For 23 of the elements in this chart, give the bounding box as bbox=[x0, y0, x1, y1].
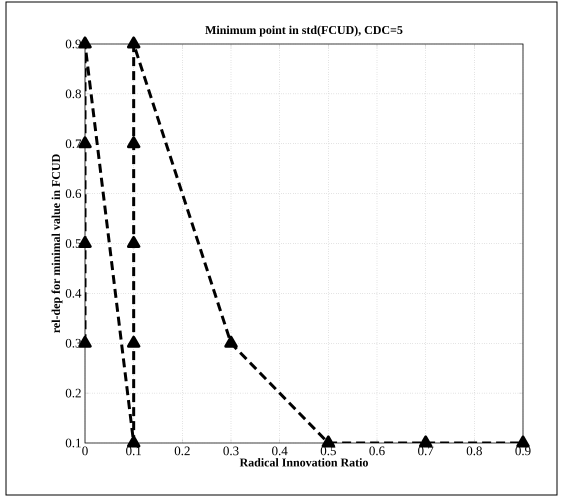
x-tick-label: 0.8 bbox=[466, 446, 482, 456]
x-tick-label: 0.4 bbox=[272, 446, 288, 456]
y-tick-label: 0.4 bbox=[66, 288, 82, 298]
y-tick-label: 0.1 bbox=[66, 438, 81, 448]
point bbox=[516, 435, 530, 448]
y-axis-title: rel-dep for minimal value in FCUD bbox=[51, 154, 62, 333]
point bbox=[126, 435, 140, 448]
point bbox=[126, 336, 140, 348]
point bbox=[418, 435, 432, 448]
point bbox=[126, 236, 140, 248]
y-tick-label: 0.6 bbox=[66, 189, 82, 198]
point bbox=[322, 435, 336, 448]
x-tick-label: 0.3 bbox=[223, 446, 239, 456]
point bbox=[126, 136, 140, 148]
y-tick-label: 0.2 bbox=[66, 388, 81, 398]
point bbox=[126, 36, 140, 48]
y-tick-label: 0.8 bbox=[66, 89, 81, 98]
x-tick-label: 0 bbox=[82, 446, 88, 456]
x-tick-label: 0.2 bbox=[174, 446, 190, 456]
point bbox=[224, 336, 238, 348]
chart-title: Minimum point in std(FCUD), CDC=5 bbox=[205, 26, 402, 36]
x-tick-label: 0.6 bbox=[369, 446, 385, 456]
x-axis-title: Radical Innovation Ratio bbox=[240, 458, 368, 467]
